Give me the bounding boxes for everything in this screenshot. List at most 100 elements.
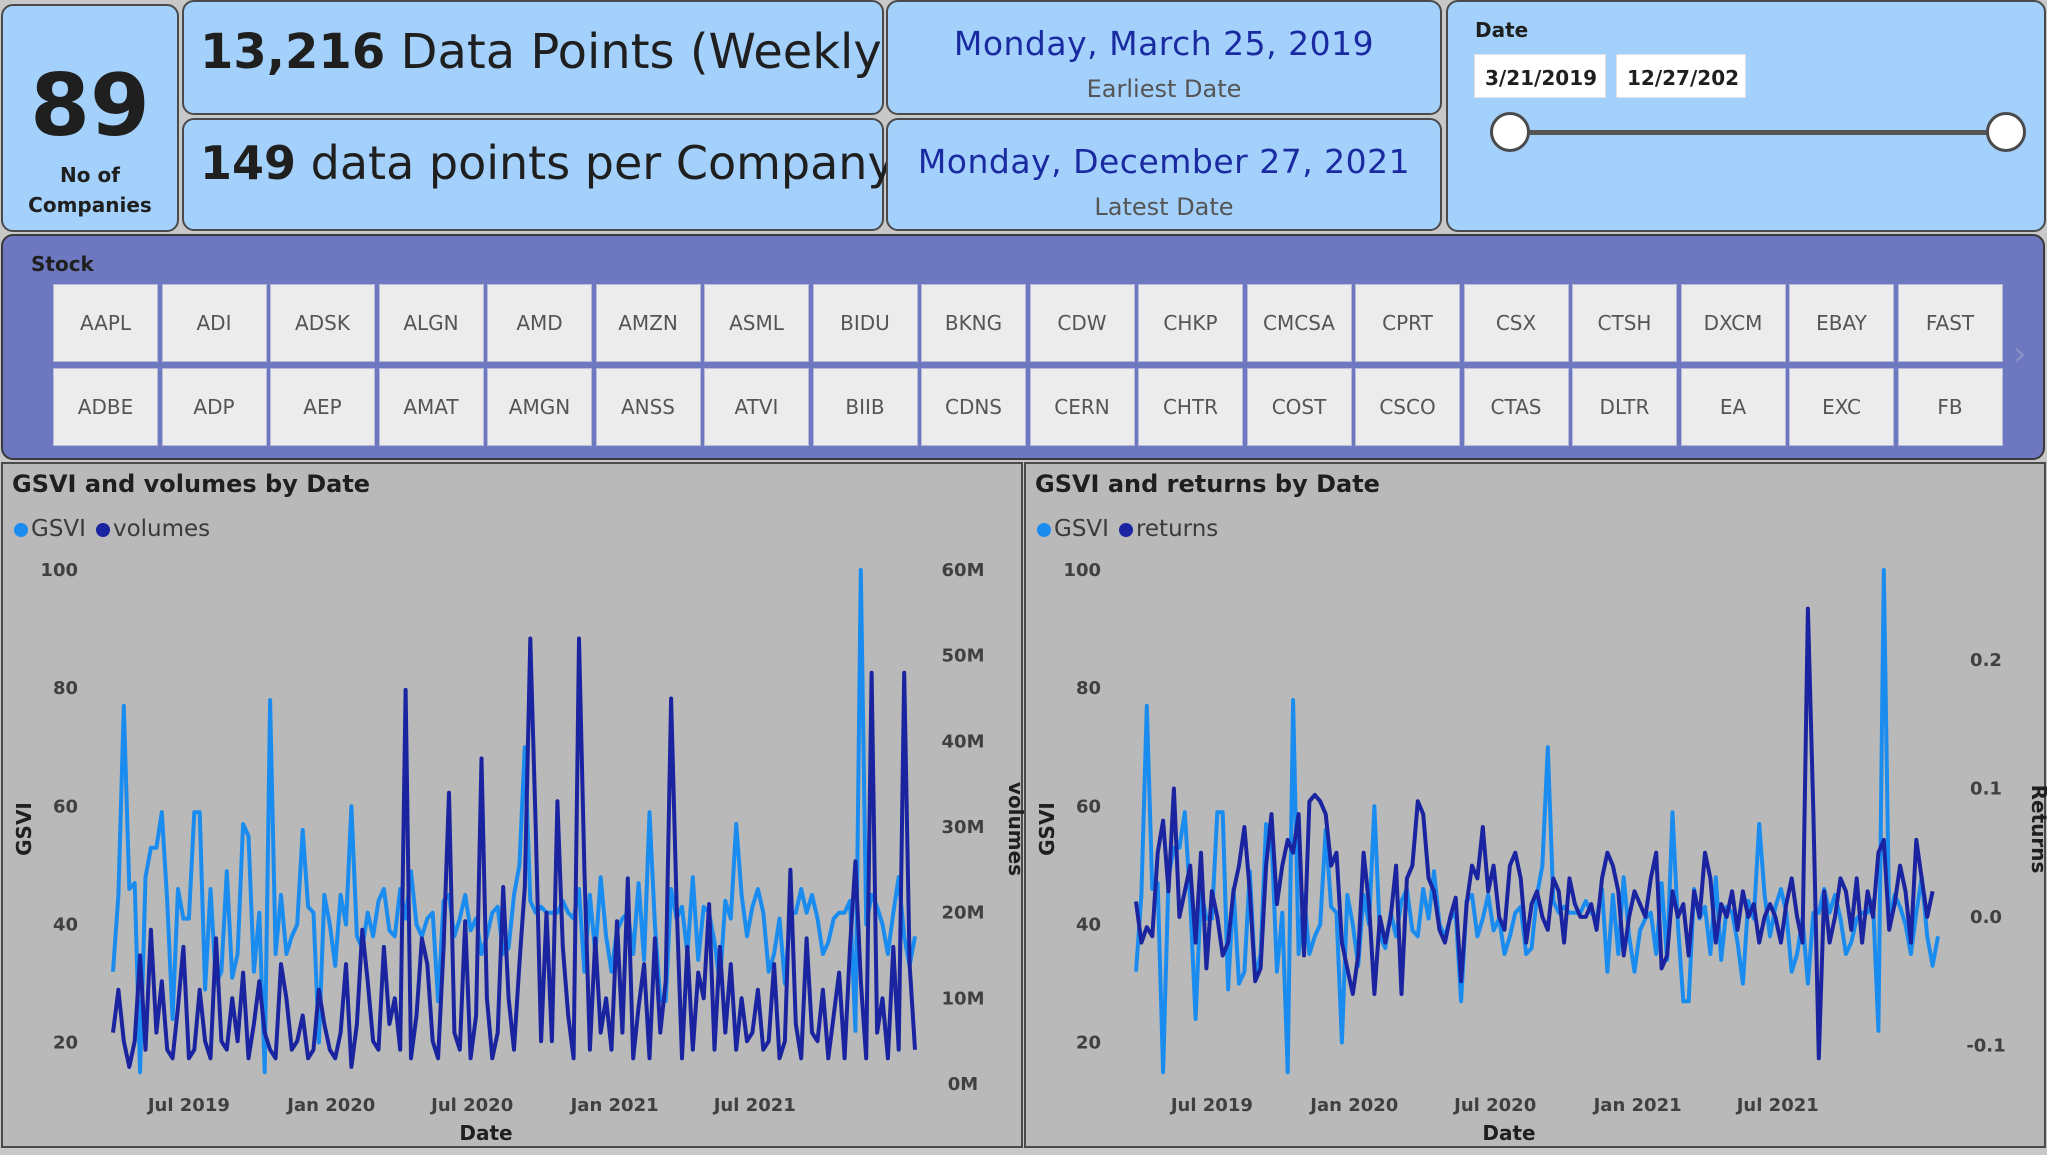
data-points-label: Data Points (Weekly) — [400, 24, 901, 80]
y-tick-label: 80 — [53, 678, 78, 699]
stock-slicer: Stock AAPL ADI ADSK ALGN AMD AMZN ASML BIDU BKNG… — [1, 234, 2045, 460]
y2-tick-label: 20M — [942, 903, 985, 924]
earliest-date-card: Monday, March 25, 2019 Earliest Date — [886, 0, 1442, 115]
stock-tile-cern[interactable]: CERN — [1029, 368, 1135, 446]
gsvi-volumes-plot: 20 40 60 80 100 0M 10M 20M 30M 40M 50M 60M Jul 2019 J… — [12, 560, 1025, 1145]
stock-tile-asml[interactable]: ASML — [704, 284, 809, 362]
chart-title: GSVI and volumes by Date — [12, 470, 371, 498]
y2-tick-label: 0.2 — [1970, 650, 2002, 671]
chevron-right-icon[interactable]: › — [2013, 334, 2027, 374]
y-tick-label: 80 — [1076, 678, 1101, 699]
y-tick-label: 60 — [1076, 796, 1101, 817]
data-points-line: 13,216 Data Points (Weekly) — [200, 24, 901, 80]
x-axis-title: Date — [1482, 1121, 1535, 1145]
stock-tile-dltr[interactable]: DLTR — [1572, 368, 1677, 446]
y2-tick-label: 0M — [948, 1074, 978, 1095]
stock-tile-cdns[interactable]: CDNS — [921, 368, 1026, 446]
x-tick-label: Jul 2021 — [1735, 1095, 1819, 1116]
stock-tile-bidu[interactable]: BIDU — [812, 284, 918, 362]
stock-tile-biib[interactable]: BIIB — [812, 368, 918, 446]
stock-tile-anss[interactable]: ANSS — [595, 368, 701, 446]
y2-tick-label: -0.1 — [1966, 1035, 2005, 1056]
legend-dot-icon — [14, 522, 28, 537]
series-line-gsvi[interactable] — [111, 568, 917, 1075]
stock-tile-ctas[interactable]: CTAS — [1463, 368, 1569, 446]
chart-legend: GSVI returns — [1037, 516, 1218, 542]
legend-item-volumes[interactable]: volumes — [95, 516, 210, 542]
date-slider-track[interactable] — [1510, 130, 2006, 135]
y-axis-title: GSVI — [12, 802, 36, 856]
y-tick-label: 20 — [1076, 1033, 1101, 1054]
companies-kpi-card: 89 No of Companies — [1, 4, 179, 232]
per-company-label: data points per Company — [310, 136, 895, 190]
earliest-date-value: Monday, March 25, 2019 — [953, 24, 1375, 63]
x-axis-title: Date — [459, 1121, 512, 1145]
legend-dot-icon — [1037, 522, 1051, 537]
legend-item-returns[interactable]: returns — [1118, 516, 1219, 542]
per-company-line: 149 data points per Company — [200, 136, 895, 190]
stock-tile-cprt[interactable]: CPRT — [1355, 284, 1460, 362]
stock-tile-adsk[interactable]: ADSK — [270, 284, 375, 362]
y-tick-label: 40 — [1076, 914, 1101, 935]
y2-tick-label: 10M — [942, 988, 985, 1009]
stock-tile-amd[interactable]: AMD — [487, 284, 592, 362]
stock-tile-fb[interactable]: FB — [1897, 368, 2003, 446]
stock-tile-amat[interactable]: AMAT — [378, 368, 484, 446]
stock-tile-ea[interactable]: EA — [1680, 368, 1786, 446]
legend-label: GSVI — [31, 516, 86, 542]
date-slider-start-handle[interactable] — [1490, 112, 1530, 152]
legend-item-gsvi[interactable]: GSVI — [1037, 516, 1109, 542]
y-tick-label: 20 — [53, 1033, 78, 1054]
stock-tile-amgn[interactable]: AMGN — [487, 368, 592, 446]
stock-tile-exc[interactable]: EXC — [1789, 368, 1894, 446]
stock-tile-chkp[interactable]: CHKP — [1138, 284, 1243, 362]
latest-date-value: Monday, December 27, 2021 — [917, 142, 1411, 181]
series-line-returns[interactable] — [1134, 606, 1935, 1061]
stock-tile-dxcm[interactable]: DXCM — [1680, 284, 1786, 362]
stock-tile-amzn[interactable]: AMZN — [595, 284, 701, 362]
y2-tick-label: 60M — [942, 560, 985, 581]
stock-tile-chtr[interactable]: CHTR — [1138, 368, 1243, 446]
per-company-value: 149 — [200, 136, 297, 190]
stock-tile-cdw[interactable]: CDW — [1029, 284, 1135, 362]
stock-tile-aapl[interactable]: AAPL — [53, 284, 158, 362]
chart-title: GSVI and returns by Date — [1035, 470, 1380, 498]
stock-tile-csx[interactable]: CSX — [1463, 284, 1569, 362]
stock-tile-ctsh[interactable]: CTSH — [1572, 284, 1677, 362]
x-tick-label: Jul 2020 — [1452, 1095, 1536, 1116]
companies-label: No of Companies — [28, 163, 152, 217]
y-tick-label: 40 — [53, 914, 78, 935]
stock-tile-csco[interactable]: CSCO — [1355, 368, 1460, 446]
stock-tile-algn[interactable]: ALGN — [378, 284, 484, 362]
x-tick-label: Jan 2021 — [1592, 1095, 1682, 1116]
stock-tile-fast[interactable]: FAST — [1897, 284, 2003, 362]
gsvi-returns-plot: 20 40 60 80 100 -0.1 0.0 0.1 0.2 Jul 2019 Jan 2020… — [1035, 560, 2047, 1145]
stock-tile-cost[interactable]: COST — [1246, 368, 1352, 446]
data-points-value: 13,216 — [200, 24, 386, 80]
x-tick-label: Jul 2019 — [146, 1095, 230, 1116]
date-slicer-label: Date — [1475, 18, 1529, 42]
stock-tile-cmcsa[interactable]: CMCSA — [1246, 284, 1352, 362]
stock-tile-bkng[interactable]: BKNG — [921, 284, 1026, 362]
stock-tile-ebay[interactable]: EBAY — [1789, 284, 1894, 362]
legend-item-gsvi[interactable]: GSVI — [14, 516, 86, 542]
stock-tile-adp[interactable]: ADP — [161, 368, 267, 446]
end-date-input[interactable]: 12/27/202 — [1616, 54, 1746, 98]
gsvi-returns-chart: 20 40 60 80 100 -0.1 0.0 0.1 0.2 Jul 2019 Jan 2020… — [1024, 462, 2047, 1148]
legend-label: returns — [1135, 516, 1219, 542]
y-tick-label: 100 — [1063, 560, 1101, 581]
stock-tile-adbe[interactable]: ADBE — [53, 368, 158, 446]
stock-tile-aep[interactable]: AEP — [270, 368, 375, 446]
stock-tile-atvi[interactable]: ATVI — [704, 368, 809, 446]
start-date-input[interactable]: 3/21/2019 — [1474, 54, 1606, 98]
series-line-volumes[interactable] — [111, 636, 917, 1069]
y2-axis-title: volumes — [1004, 782, 1025, 876]
earliest-date-label: Earliest Date — [1086, 75, 1242, 103]
latest-date-label: Latest Date — [1094, 193, 1234, 221]
x-tick-label: Jul 2021 — [712, 1095, 796, 1116]
x-tick-label: Jul 2019 — [1169, 1095, 1253, 1116]
y2-tick-label: 40M — [942, 731, 985, 752]
x-tick-label: Jul 2020 — [429, 1095, 513, 1116]
date-slider-end-handle[interactable] — [1986, 112, 2026, 152]
stock-tile-adi[interactable]: ADI — [161, 284, 267, 362]
